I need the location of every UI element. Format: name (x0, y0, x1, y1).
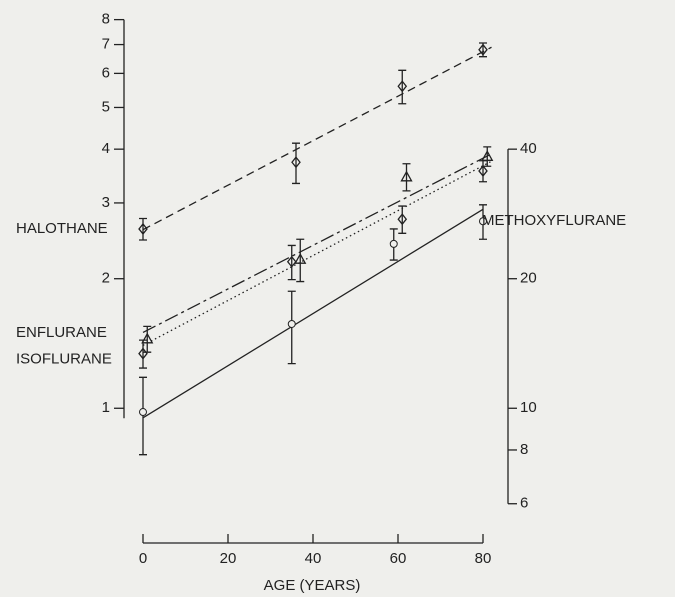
point (291, 156, 301, 169)
x-tick-label: 20 (220, 550, 237, 567)
x-tick-label: 0 (139, 550, 147, 567)
trend-line (142, 46, 492, 231)
series-label: HALOTHANE (16, 220, 108, 237)
y2-tick-label: 10 (520, 399, 537, 416)
error-bar (479, 160, 487, 183)
point (294, 252, 307, 264)
y2-tick-label: 20 (520, 270, 537, 287)
y-tick-label: 3 (102, 194, 110, 211)
x-axis-label: AGE (YEARS) (264, 577, 361, 594)
y-tick-label: 7 (102, 36, 110, 53)
error-bar (398, 69, 407, 105)
trend-line (142, 153, 492, 334)
error-bar (296, 238, 305, 283)
point (286, 255, 297, 268)
point (389, 239, 398, 248)
y-tick-label: 8 (102, 11, 110, 28)
error-bar (402, 163, 411, 192)
y-tick-label: 2 (102, 270, 110, 287)
y2-tick-label: 6 (520, 495, 528, 512)
point (138, 222, 148, 236)
y-tick-label: 5 (102, 98, 110, 115)
error-bar (139, 217, 147, 241)
point (481, 149, 494, 161)
point (397, 213, 408, 226)
point (397, 80, 408, 93)
x-tick-label: 60 (390, 550, 407, 567)
y2-tick-label: 8 (520, 441, 528, 458)
point (400, 170, 413, 182)
series-label: ISOFLURANE (16, 351, 112, 368)
y2-tick-label: 40 (520, 140, 537, 157)
x-tick-label: 80 (475, 550, 492, 567)
point (138, 347, 148, 360)
point (139, 408, 147, 417)
point (478, 164, 488, 177)
point (287, 319, 296, 328)
x-tick-label: 40 (305, 550, 322, 567)
error-bar (398, 205, 407, 234)
y-tick-label: 6 (102, 64, 110, 81)
series-label: ENFLURANE (16, 324, 107, 341)
error-bar (287, 244, 296, 281)
y-tick-label: 4 (102, 140, 110, 157)
error-bar (143, 325, 152, 353)
error-bar (292, 142, 300, 185)
y-tick-label: 1 (102, 399, 110, 416)
point (478, 43, 488, 56)
series-label: METHOXYFLURANE (482, 212, 626, 229)
trend-line (142, 208, 484, 419)
point (479, 217, 487, 226)
error-bar (139, 339, 147, 369)
